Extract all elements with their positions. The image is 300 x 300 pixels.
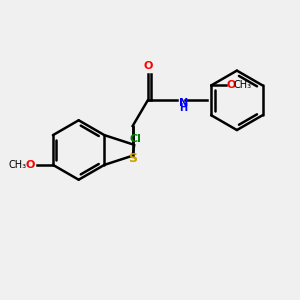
Text: Cl: Cl bbox=[130, 134, 142, 144]
Text: O: O bbox=[226, 80, 236, 91]
Text: O: O bbox=[143, 61, 152, 70]
Text: O: O bbox=[26, 160, 35, 170]
Text: CH₃: CH₃ bbox=[9, 160, 27, 170]
Text: CH₃: CH₃ bbox=[233, 80, 252, 91]
Text: H: H bbox=[179, 103, 187, 113]
Text: N: N bbox=[179, 98, 188, 108]
Text: S: S bbox=[128, 152, 137, 165]
